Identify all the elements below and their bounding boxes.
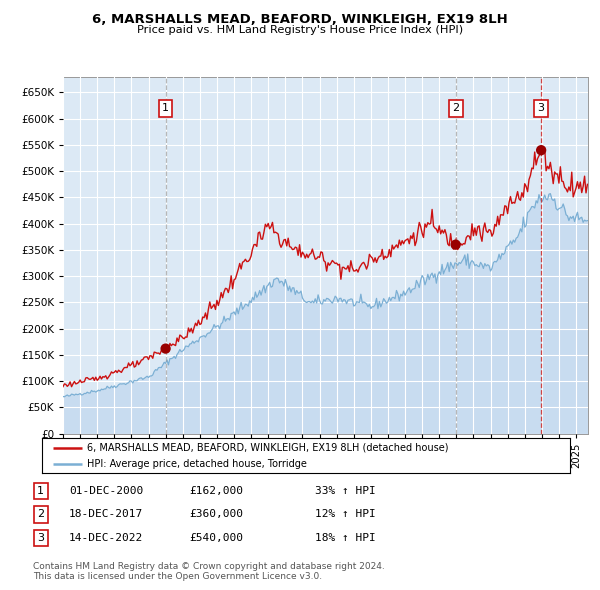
Text: 2: 2 bbox=[37, 510, 44, 519]
Text: 3: 3 bbox=[37, 533, 44, 543]
Text: 18% ↑ HPI: 18% ↑ HPI bbox=[315, 533, 376, 543]
Text: This data is licensed under the Open Government Licence v3.0.: This data is licensed under the Open Gov… bbox=[33, 572, 322, 581]
Text: £360,000: £360,000 bbox=[189, 510, 243, 519]
Text: 6, MARSHALLS MEAD, BEAFORD, WINKLEIGH, EX19 8LH: 6, MARSHALLS MEAD, BEAFORD, WINKLEIGH, E… bbox=[92, 13, 508, 26]
Text: HPI: Average price, detached house, Torridge: HPI: Average price, detached house, Torr… bbox=[87, 460, 307, 469]
Text: £162,000: £162,000 bbox=[189, 486, 243, 496]
Text: Contains HM Land Registry data © Crown copyright and database right 2024.: Contains HM Land Registry data © Crown c… bbox=[33, 562, 385, 571]
Point bbox=[161, 344, 170, 353]
Text: 12% ↑ HPI: 12% ↑ HPI bbox=[315, 510, 376, 519]
Text: 2: 2 bbox=[452, 103, 459, 113]
Point bbox=[536, 146, 546, 155]
Text: 14-DEC-2022: 14-DEC-2022 bbox=[69, 533, 143, 543]
Text: 1: 1 bbox=[162, 103, 169, 113]
Text: 1: 1 bbox=[37, 486, 44, 496]
Text: Price paid vs. HM Land Registry's House Price Index (HPI): Price paid vs. HM Land Registry's House … bbox=[137, 25, 463, 35]
Text: 6, MARSHALLS MEAD, BEAFORD, WINKLEIGH, EX19 8LH (detached house): 6, MARSHALLS MEAD, BEAFORD, WINKLEIGH, E… bbox=[87, 442, 448, 453]
Text: 01-DEC-2000: 01-DEC-2000 bbox=[69, 486, 143, 496]
Text: 33% ↑ HPI: 33% ↑ HPI bbox=[315, 486, 376, 496]
Text: 18-DEC-2017: 18-DEC-2017 bbox=[69, 510, 143, 519]
Text: 3: 3 bbox=[538, 103, 545, 113]
Text: £540,000: £540,000 bbox=[189, 533, 243, 543]
Point bbox=[451, 240, 460, 250]
